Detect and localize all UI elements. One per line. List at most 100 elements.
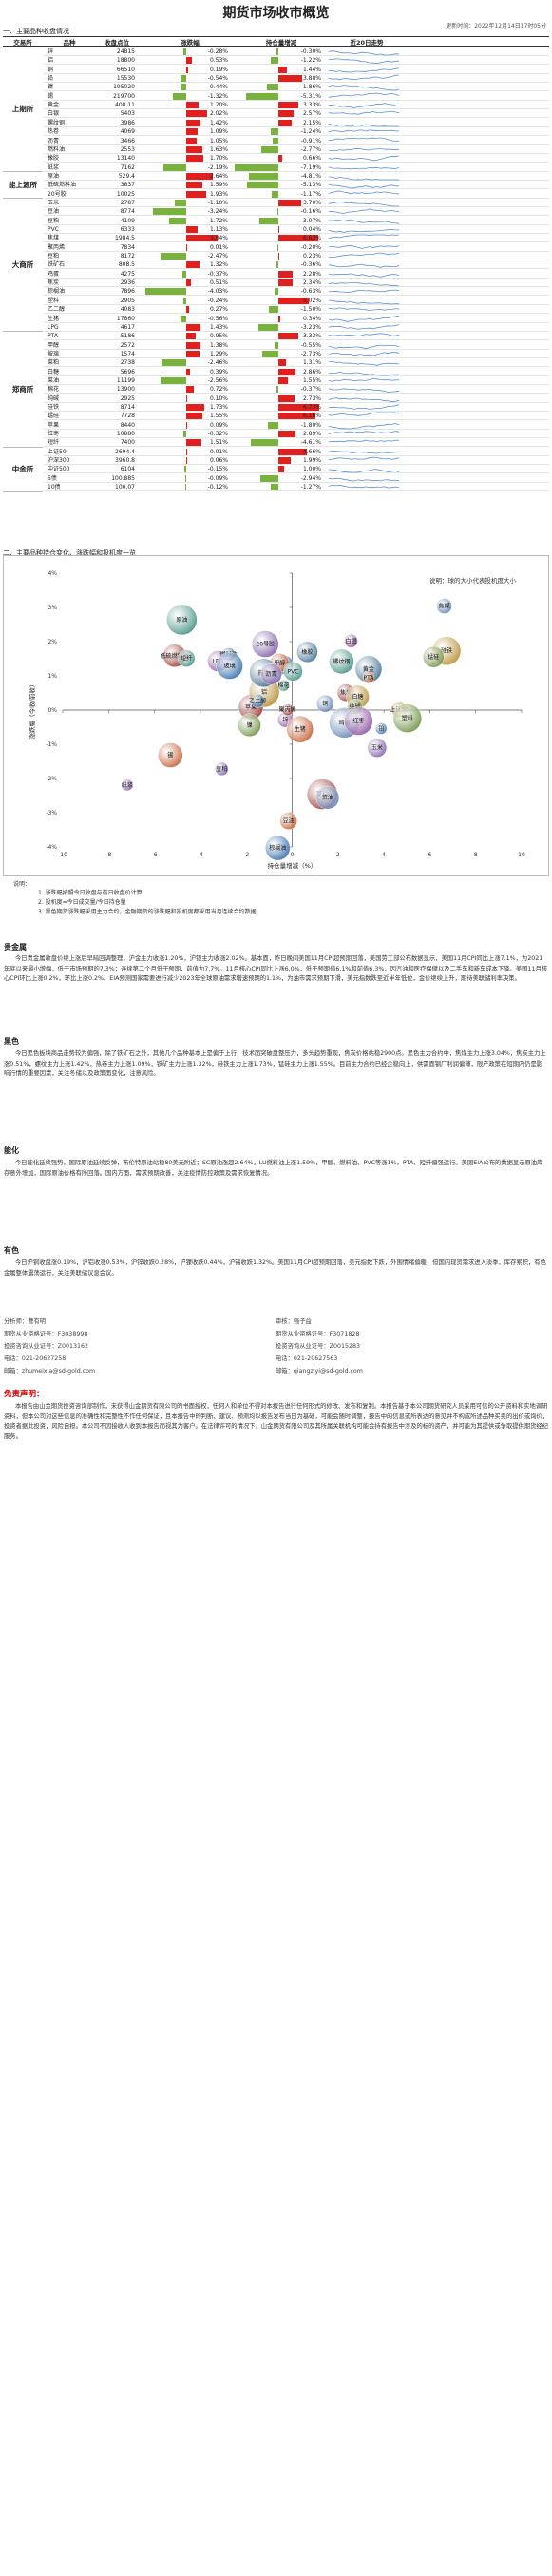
pos-cell: 6.63%	[234, 234, 323, 242]
table-row: 中证500 6104 -0.15% 1.00%	[44, 465, 549, 474]
cell-price: 3986	[120, 119, 135, 126]
trend-line	[328, 477, 400, 482]
table-row: 白糖 5696 0.39% 2.86%	[44, 368, 549, 376]
trend-line	[328, 58, 400, 65]
trend-line	[328, 315, 400, 322]
pct-cell: 2.64%	[143, 172, 230, 181]
trend-sparkline	[328, 290, 400, 294]
pos-value: -7.19%	[300, 163, 321, 171]
pct-value: -2.19%	[207, 163, 228, 171]
pct-value: -0.09%	[207, 474, 228, 482]
trend-sparkline	[328, 404, 400, 410]
pct-cell: -0.24%	[143, 297, 230, 305]
trend-line	[328, 361, 400, 367]
cell-name: 焦煤	[48, 235, 60, 242]
cell-price: 2572	[120, 341, 135, 349]
pct-value: 0.06%	[209, 457, 228, 465]
reviewer-advice: 投资咨询从业证号：Z0015283	[276, 1343, 361, 1350]
pct-value: -0.28%	[207, 48, 228, 55]
pos-bar	[249, 172, 278, 180]
section-1-title: 一、主要品种收盘情况	[3, 28, 69, 35]
table-row: 锌 24815 -0.28% -0.30%	[44, 48, 549, 56]
cell-name: 苹果	[48, 421, 60, 429]
x-tick-label: 8	[474, 852, 478, 858]
bubble-label: 硅铁	[441, 647, 452, 655]
trend-sparkline	[328, 388, 400, 394]
y-tick-label: 0%	[48, 707, 57, 714]
table-row: 乙二醇 4083 0.27% -1.50%	[44, 305, 549, 315]
pos-bar	[250, 439, 278, 447]
pct-cell: 0.39%	[143, 368, 230, 376]
table-row: 棕榈油 7896 -4.03% -0.63%	[44, 287, 549, 297]
author-email[interactable]: 邮箱：zhumeixia@sd-gold.com	[4, 1368, 96, 1375]
pct-cell: 1.43%	[143, 323, 230, 332]
cell-name: 螺纹钢	[48, 119, 66, 126]
pct-cell: 0.19%	[143, 66, 230, 74]
reviewer-cert: 期货从业资格证号：F3071828	[276, 1331, 360, 1337]
pos-value: -1.17%	[300, 190, 321, 198]
y-tick-label: 2%	[48, 639, 57, 645]
pct-value: 1.73%	[209, 404, 228, 411]
reviewer-email[interactable]: 邮箱：qiangziyi@sd-gold.com	[276, 1368, 363, 1375]
table-row: 橡胶 13140 1.70% 0.66%	[44, 154, 549, 163]
y-tick-label: -1%	[46, 741, 57, 748]
trend-line	[328, 282, 400, 287]
pos-bar	[278, 75, 302, 83]
table-row: 生猪 17860 -0.56% 0.34%	[44, 315, 549, 323]
cell-price: 18800	[116, 57, 135, 65]
cell-price: 195020	[113, 84, 135, 91]
cell-name: 铅	[48, 75, 54, 83]
trend-sparkline	[328, 183, 400, 189]
disclaimer-title: 免责声明：	[4, 1390, 45, 1399]
cell-price: 4069	[120, 128, 135, 136]
cell-name: 锌	[48, 48, 54, 55]
table-row: 硅铁 8714 1.73% 6.73%	[44, 403, 549, 412]
cell-price: 2553	[120, 145, 135, 153]
table-row: 上证50 2694.4 0.01% 4.66%	[44, 448, 549, 456]
update-time: 更新时间：2022年12月14日17时05分	[446, 23, 546, 29]
pct-bar	[186, 261, 200, 269]
cell-name: 塑料	[48, 297, 60, 304]
pct-value: -1.72%	[207, 217, 228, 224]
pos-cell: -1.17%	[234, 190, 323, 199]
table-row: 白银 5403 2.02% 2.57%	[44, 109, 549, 119]
pos-value: -0.30%	[300, 48, 321, 55]
pct-value: 0.95%	[209, 333, 228, 340]
pos-bar	[278, 333, 299, 340]
trend-line	[328, 111, 400, 116]
y-tick-label: 4%	[48, 570, 57, 577]
pos-bar	[270, 484, 278, 491]
table-row: 棉花 13900 0.72% -0.37%	[44, 385, 549, 394]
pct-value: 1.09%	[209, 128, 228, 136]
pos-bar	[246, 92, 278, 100]
cell-name: 乙二醇	[48, 306, 66, 314]
pos-cell: -1.80%	[234, 421, 323, 430]
table-row: 镍 195020 -0.44% -1.86%	[44, 83, 549, 92]
pos-cell: 0.66%	[234, 154, 323, 163]
table-row: PVC 6333 1.13% 0.04%	[44, 225, 549, 234]
bubble-菜油	[315, 785, 340, 810]
trend-sparkline	[328, 469, 400, 473]
cell-name: 豆粕	[48, 217, 60, 224]
cell-name: 甲醇	[48, 341, 60, 349]
section-text-black: 今日黑色板块商品走势较为偏强，除了铁矿石之外，其他几个品种基本上是偏于上行，技术…	[4, 1050, 546, 1078]
table-row: 原油 529.4 2.64% -4.81%	[44, 172, 549, 181]
trend-sparkline	[328, 456, 400, 460]
pos-value: 2.73%	[302, 394, 321, 402]
bubble-label: 棕榈油	[269, 844, 286, 852]
x-tick-label: -2	[243, 852, 249, 858]
section-2-title: 二、主要品种持仓变化、涨跌幅和投机度一览	[3, 549, 136, 557]
cell-price: 4275	[120, 270, 135, 278]
cell-price: 2925	[120, 394, 135, 402]
pos-cell: -1.27%	[234, 483, 323, 491]
pct-bar	[175, 199, 186, 206]
pos-cell: -0.91%	[234, 137, 323, 145]
trend-line	[328, 264, 400, 269]
bubble-红枣	[344, 706, 373, 736]
pos-value: 6.63%	[302, 235, 321, 242]
bubble-label: 菜油	[322, 794, 333, 801]
pct-bar	[186, 394, 188, 402]
pct-bar	[186, 413, 202, 420]
bubble-label: 白银	[346, 637, 357, 644]
trend-sparkline	[328, 377, 400, 382]
